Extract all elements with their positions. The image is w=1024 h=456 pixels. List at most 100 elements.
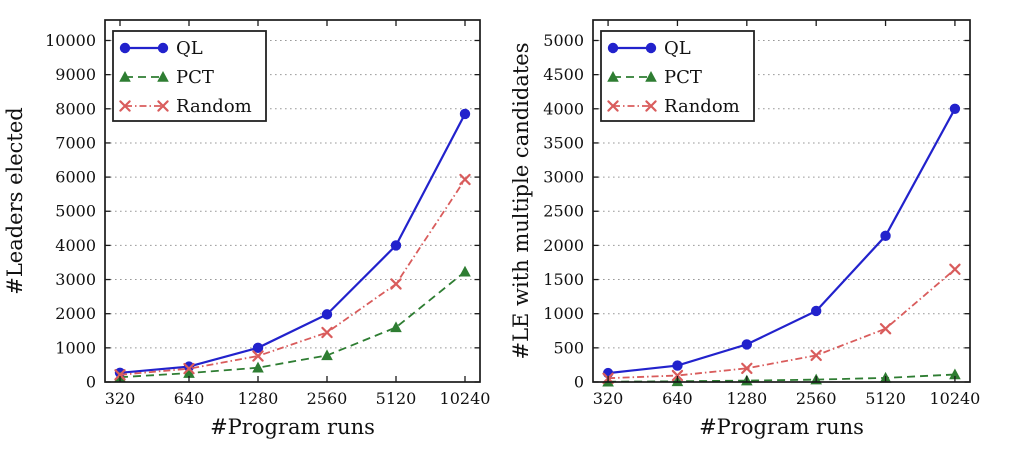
x-tick-label: 5120 [376, 389, 417, 408]
series-marker-ql [810, 305, 822, 317]
y-tick-label: 1500 [543, 270, 584, 289]
series-line-pct [119, 270, 466, 379]
legend: QL PCT Random [112, 30, 267, 122]
x-axis-label: #Program runs [210, 415, 375, 439]
y-axis-label: #LE with multiple candidates [512, 42, 533, 359]
series-marker-pct [321, 349, 333, 361]
y-tick-label: 8000 [55, 99, 96, 118]
series-random [114, 173, 471, 381]
series-pct [114, 265, 471, 383]
series-marker-random [810, 349, 822, 362]
legend-item-label: Random [664, 96, 740, 117]
series-marker-random [114, 369, 126, 381]
y-tick-label: 3000 [543, 168, 584, 187]
legend-item-random: Random [119, 96, 252, 117]
legend-box [600, 30, 755, 122]
plot-border [592, 19, 971, 383]
series-line-ql [119, 113, 466, 374]
legend-item-pct: PCT [119, 67, 214, 88]
series-random [602, 263, 961, 384]
y-tick-label: 0 [86, 373, 96, 392]
series-line-random [608, 268, 956, 380]
y-tick-label: 5000 [543, 31, 584, 50]
x-tick-label: 320 [593, 389, 624, 408]
series-marker-pct [459, 265, 471, 277]
y-tick-label: 4000 [55, 236, 96, 255]
series-line-pct [608, 373, 955, 383]
y-tick-label: 2000 [543, 236, 584, 255]
x-tick-label: 10240 [929, 389, 980, 408]
series-marker-random [741, 362, 753, 375]
legend-sample-marker [607, 100, 619, 112]
series-marker-ql [672, 360, 683, 371]
series-pct [602, 368, 961, 387]
series-line-ql [607, 108, 956, 375]
series-marker-random [252, 350, 264, 362]
series-marker-random [459, 173, 471, 186]
legend-sample-marker [119, 71, 131, 82]
y-tick-label: 500 [553, 338, 584, 357]
series-marker-ql [741, 339, 753, 350]
axis-ticks [593, 20, 970, 383]
legend-item-label: QL [176, 38, 203, 59]
y-tick-label: 5000 [55, 202, 96, 221]
legend-sample-marker [157, 71, 169, 82]
legend-sample-marker [607, 71, 619, 82]
x-tick-label: 5120 [865, 389, 906, 408]
series-marker-pct [252, 361, 264, 373]
chart-le-multiple-candidates: 0 500 1000 1500 2000 2500 3000 3500 4000 4500 5000… [512, 19, 980, 439]
series-marker-ql [949, 103, 961, 114]
legend-sample-marker [157, 42, 169, 54]
legend-box [112, 30, 267, 122]
legend-item-random: Random [607, 96, 740, 117]
axis-ticks [105, 20, 480, 383]
series-marker-ql [252, 342, 264, 354]
x-tick-label: 10240 [440, 389, 491, 408]
series-marker-random [183, 362, 195, 375]
series-marker-random [879, 323, 892, 335]
plot-border [104, 19, 481, 383]
x-tick-label: 2560 [307, 389, 348, 408]
y-tick-label: 10000 [45, 31, 96, 50]
y-tick-label: 6000 [55, 168, 96, 187]
series-ql [114, 108, 471, 378]
y-tick-label: 0 [574, 373, 584, 392]
legend-sample-marker [607, 42, 619, 54]
y-tick-label: 9000 [55, 65, 96, 84]
legend-item-label: PCT [664, 67, 702, 88]
series-marker-ql [390, 240, 402, 251]
y-tick-label: 2000 [55, 304, 96, 323]
x-tick-label: 640 [662, 389, 693, 408]
y-tick-label: 7000 [55, 133, 96, 152]
series-marker-pct [183, 367, 195, 378]
legend-item-label: QL [664, 38, 691, 59]
legend-sample-marker [645, 100, 657, 112]
series-marker-ql [880, 230, 891, 242]
series-marker-random [671, 369, 684, 382]
series-line-random [119, 179, 466, 376]
series-marker-random [390, 278, 402, 290]
series-marker-ql [183, 361, 195, 372]
x-tick-label: 320 [105, 389, 136, 408]
x-tick-label: 640 [174, 389, 205, 408]
series-marker-pct [390, 321, 402, 333]
y-tick-label: 2500 [543, 202, 584, 221]
x-axis-label: #Program runs [699, 415, 864, 439]
legend-sample-marker [645, 42, 657, 54]
chart-leaders-elected: 0 1000 2000 3000 4000 5000 6000 7000 8000 9000 100… [3, 19, 491, 439]
legend-item-pct: PCT [607, 67, 702, 88]
legend-sample-marker [645, 71, 657, 82]
y-tick-label: 4500 [543, 65, 584, 84]
x-tick-label: 2560 [796, 389, 837, 408]
series-ql [602, 103, 961, 379]
series-marker-ql [459, 108, 471, 120]
series-marker-random [321, 326, 333, 339]
y-axis-label: #Leaders elected [3, 107, 27, 295]
legend-item-ql: QL [607, 38, 691, 59]
x-tick-label: 1280 [726, 389, 767, 408]
legend-item-label: PCT [176, 67, 214, 88]
series-marker-pct [949, 368, 961, 380]
legend-item-ql: QL [119, 38, 203, 59]
legend: QL PCT Random [600, 30, 755, 122]
